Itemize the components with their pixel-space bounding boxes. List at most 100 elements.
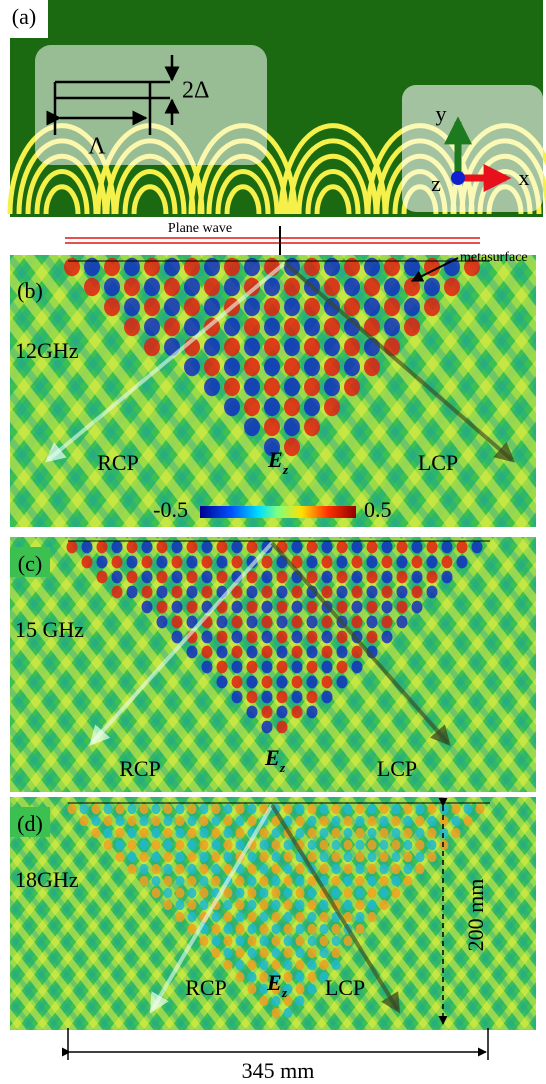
field-spot xyxy=(246,690,258,704)
field-spot xyxy=(141,570,153,584)
field-spot xyxy=(439,827,449,839)
field-spot xyxy=(475,803,485,815)
field-spot xyxy=(175,863,185,875)
field-spot xyxy=(451,815,461,827)
field-spot xyxy=(304,377,320,397)
field-spot xyxy=(223,959,233,971)
field-spot xyxy=(426,540,438,554)
field-spot xyxy=(103,803,113,815)
colorbar xyxy=(200,506,356,518)
field-spot xyxy=(235,815,245,827)
field-spot xyxy=(411,585,423,599)
field-spot xyxy=(261,630,273,644)
field-spot xyxy=(295,815,305,827)
field-spot xyxy=(283,947,293,959)
field-spot xyxy=(186,585,198,599)
field-spot xyxy=(81,555,93,569)
field-spot xyxy=(151,815,161,827)
field-spot xyxy=(284,297,300,317)
field-spot xyxy=(427,851,437,863)
field-spot xyxy=(381,540,393,554)
arc xyxy=(278,123,388,215)
field-spot xyxy=(306,660,318,674)
field-spot xyxy=(321,690,333,704)
field-spot xyxy=(427,803,437,815)
field-spot xyxy=(295,935,305,947)
field-spot xyxy=(379,827,389,839)
field-spot xyxy=(204,377,220,397)
field-spot xyxy=(115,851,125,863)
colorbar-min: -0.5 xyxy=(153,497,188,522)
field-spot xyxy=(231,540,243,554)
field-spot xyxy=(151,827,161,839)
field-subscript: z xyxy=(282,462,289,477)
field-spot xyxy=(211,827,221,839)
field-spot xyxy=(151,863,161,875)
field-spot xyxy=(264,357,280,377)
field-spot xyxy=(139,875,149,887)
field-spot xyxy=(351,600,363,614)
field-spot xyxy=(379,875,389,887)
field-spot xyxy=(223,815,233,827)
field-spot xyxy=(163,863,173,875)
field-spot xyxy=(259,935,269,947)
field-spot xyxy=(396,585,408,599)
field-spot xyxy=(307,815,317,827)
field-spot xyxy=(415,803,425,815)
field-spot xyxy=(259,863,269,875)
field-spot xyxy=(244,397,260,417)
arc xyxy=(314,184,352,215)
field-spot xyxy=(247,959,257,971)
field-spot xyxy=(336,630,348,644)
field-spot xyxy=(344,257,360,277)
field-spot xyxy=(351,540,363,554)
field-spot xyxy=(244,257,260,277)
field-spot xyxy=(139,851,149,863)
field-spot xyxy=(79,815,89,827)
field-spot xyxy=(261,690,273,704)
field-spot xyxy=(271,923,281,935)
field-spot xyxy=(235,887,245,899)
field-spot xyxy=(355,827,365,839)
field-spot xyxy=(319,815,329,827)
field-spot xyxy=(391,875,401,887)
field-spot xyxy=(216,540,228,554)
field-spot xyxy=(367,863,377,875)
field-spot xyxy=(295,863,305,875)
lcp-arrow xyxy=(283,261,516,463)
field-spot xyxy=(404,297,420,317)
field-spot xyxy=(124,257,140,277)
field-spot xyxy=(271,971,281,983)
field-spot xyxy=(246,675,258,689)
field-spot xyxy=(276,675,288,689)
panel-label: (b) xyxy=(17,278,43,303)
field-spot xyxy=(186,555,198,569)
field-spot xyxy=(367,875,377,887)
field-subscript: z xyxy=(281,985,288,1000)
field-spot xyxy=(351,555,363,569)
field-spot xyxy=(199,863,209,875)
field-spot xyxy=(379,815,389,827)
field-spot xyxy=(403,803,413,815)
field-spot xyxy=(344,297,360,317)
field-spot xyxy=(261,615,273,629)
field-spot xyxy=(127,827,137,839)
field-spot xyxy=(366,600,378,614)
field-spot xyxy=(247,923,257,935)
field-spot xyxy=(283,851,293,863)
field-spot xyxy=(344,337,360,357)
field-spot xyxy=(151,875,161,887)
field-spot xyxy=(187,911,197,923)
field-spot xyxy=(126,555,138,569)
field-spot xyxy=(235,923,245,935)
field-spot xyxy=(284,437,300,457)
field-spot xyxy=(307,959,317,971)
field-spot xyxy=(144,317,160,337)
field-spot xyxy=(211,839,221,851)
field-spot xyxy=(164,297,180,317)
field-spot xyxy=(307,887,317,899)
field-spot xyxy=(336,675,348,689)
field-spot xyxy=(259,851,269,863)
field-spot xyxy=(276,630,288,644)
field-spot xyxy=(379,803,389,815)
